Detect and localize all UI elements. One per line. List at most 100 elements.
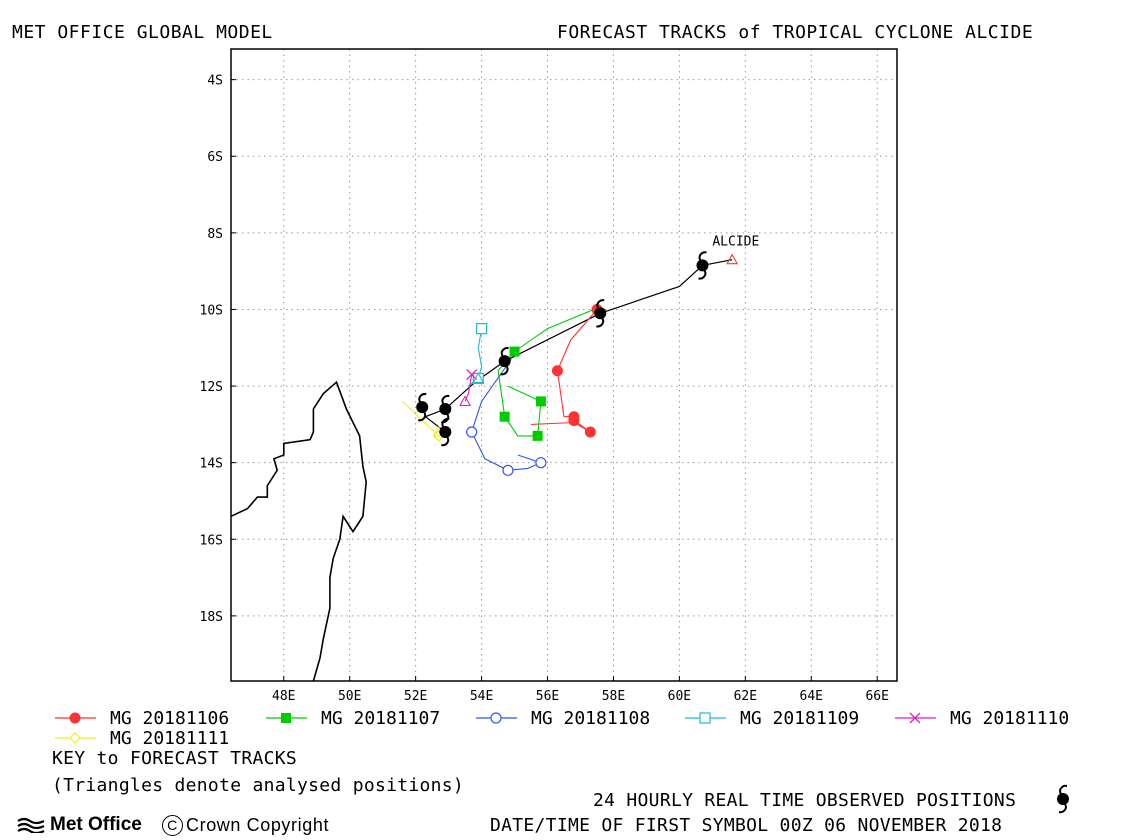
legend-marker <box>281 713 291 723</box>
x-tick-label: 56E <box>536 689 559 704</box>
observed-positions-note: 24 HOURLY REAL TIME OBSERVED POSITIONS <box>593 790 1017 811</box>
forecast-track-marker <box>502 464 514 476</box>
observed-track-line <box>424 259 733 433</box>
cyclone-symbol-arm-top <box>1059 784 1068 795</box>
forecast-track-2 <box>497 308 594 441</box>
legend-marker <box>69 712 81 724</box>
y-tick-label: 18S <box>200 610 223 625</box>
first-symbol-date-note: DATE/TIME OF FIRST SYMBOL 00Z 06 NOVEMBE… <box>490 815 1003 836</box>
x-tick-label: 54E <box>470 689 493 704</box>
forecast-track-marker <box>535 396 546 407</box>
cyclone-symbol-core <box>594 307 607 320</box>
forecast-track-marker <box>509 346 520 357</box>
cyclone-symbol-core <box>439 426 452 439</box>
x-tick-label: 64E <box>800 689 823 704</box>
forecast-track-marker <box>532 430 543 441</box>
x-tick-label: 60E <box>668 689 691 704</box>
observed-position-symbols: ALCIDE <box>416 235 759 447</box>
legend-entry-1: MG 20181106 <box>55 708 229 729</box>
coastline <box>230 380 368 682</box>
x-tick-label: 48E <box>272 689 295 704</box>
y-tick-label: 10S <box>200 303 223 318</box>
forecast-track-marker <box>499 411 510 422</box>
forecast-track-marker <box>475 323 488 335</box>
legend-entry-4: MG 20181109 <box>685 708 859 729</box>
analysed-position-triangle <box>459 395 472 406</box>
copyright: C Crown Copyright <box>162 815 329 836</box>
cyclone-symbol-arm-bottom <box>1058 803 1067 814</box>
met-office-waves-icon <box>17 817 45 833</box>
plot-frame <box>230 48 898 682</box>
cyclone-symbol-core <box>416 401 429 414</box>
cyclone-symbol-arm-top <box>698 251 707 261</box>
cyclone-symbol-core <box>498 355 511 368</box>
observed-cyclone-symbol <box>696 251 709 280</box>
key-note: (Triangles denote analysed positions) <box>52 775 465 796</box>
cyclone-symbol-arm-top <box>418 392 427 403</box>
legend-marker <box>699 712 711 724</box>
copyright-text: Crown Copyright <box>186 815 330 835</box>
forecast-track-marker <box>584 426 596 438</box>
cyclone-symbol-arm-bottom <box>500 365 509 376</box>
y-tick-label: 8S <box>207 227 223 242</box>
forecast-tracks <box>402 253 739 476</box>
legend-label: MG 20181109 <box>740 708 859 729</box>
key-title: KEY to FORECAST TRACKS <box>52 748 298 769</box>
y-tick-label: 4S <box>207 74 223 89</box>
grid-lines <box>231 49 897 681</box>
forecast-track-marker <box>535 457 547 469</box>
header-left-title: MET OFFICE GLOBAL MODEL <box>12 22 273 43</box>
observed-symbol-legend-icon <box>1057 784 1069 814</box>
forecast-track-marker <box>568 415 580 427</box>
observed-cyclone-symbol <box>439 417 452 447</box>
chart-title: FORECAST TRACKS of TROPICAL CYCLONE ALCI… <box>557 22 1034 43</box>
observed-cyclone-symbol <box>594 299 607 328</box>
cyclone-symbol-arm-bottom <box>698 269 707 280</box>
axis-ticks: 48E 50E 52E 54E 56E 58E 60E 62E 64E 66E 4S 6S 8S 10S 1… <box>200 74 889 704</box>
legend-label: MG 20181111 <box>110 728 229 749</box>
forecast-track-line <box>530 309 598 433</box>
legend-label: MG 20181107 <box>321 708 440 729</box>
legend-label: MG 20181110 <box>950 708 1069 729</box>
legend-entry-2: MG 20181107 <box>266 708 440 729</box>
observed-track <box>424 259 733 433</box>
x-tick-label: 50E <box>338 689 361 704</box>
legend-marker <box>909 712 921 724</box>
cyclone-symbol-arm-top <box>441 417 450 428</box>
storm-name-label: ALCIDE <box>712 235 759 250</box>
legend-label: MG 20181108 <box>531 708 650 729</box>
legend-marker <box>69 732 81 744</box>
forecast-track-4 <box>468 323 488 387</box>
legend-entry-3: MG 20181108 <box>476 708 650 729</box>
y-tick-label: 16S <box>200 533 223 548</box>
cyclone-symbol-arm-top <box>596 299 605 309</box>
observed-cyclone-symbol <box>498 347 511 376</box>
cyclone-symbol-arm-bottom <box>441 436 450 447</box>
analysed-position-triangle <box>726 253 739 265</box>
analysed-position-triangle <box>472 372 485 383</box>
cyclone-symbol-core <box>439 403 452 416</box>
observed-cyclone-symbol <box>416 392 429 422</box>
copyright-icon: C <box>162 815 183 836</box>
forecast-track-marker <box>466 369 478 381</box>
forecast-track-3 <box>466 358 547 476</box>
legend-marker <box>490 712 502 724</box>
cyclone-symbol-core <box>1057 793 1069 805</box>
x-tick-label: 58E <box>602 689 625 704</box>
legend-entry-6: MG 20181111 <box>55 728 229 749</box>
x-tick-label: 52E <box>404 689 427 704</box>
forecast-track-marker <box>466 426 478 438</box>
cyclone-symbol-arm-bottom <box>417 411 427 422</box>
x-tick-label: 66E <box>865 689 888 704</box>
forecast-track-marker <box>551 365 563 377</box>
y-tick-label: 6S <box>207 150 223 165</box>
observed-cyclone-symbol <box>439 394 452 424</box>
forecast-track-1 <box>530 303 603 438</box>
legend-label: MG 20181106 <box>110 708 229 729</box>
met-office-logo: Met Office <box>16 814 142 836</box>
madagascar-coastline <box>230 380 368 682</box>
x-tick-label: 62E <box>734 689 757 704</box>
cyclone-symbol-arm-bottom <box>596 317 605 328</box>
observed-symbol-legend-cyclone <box>1057 784 1069 814</box>
